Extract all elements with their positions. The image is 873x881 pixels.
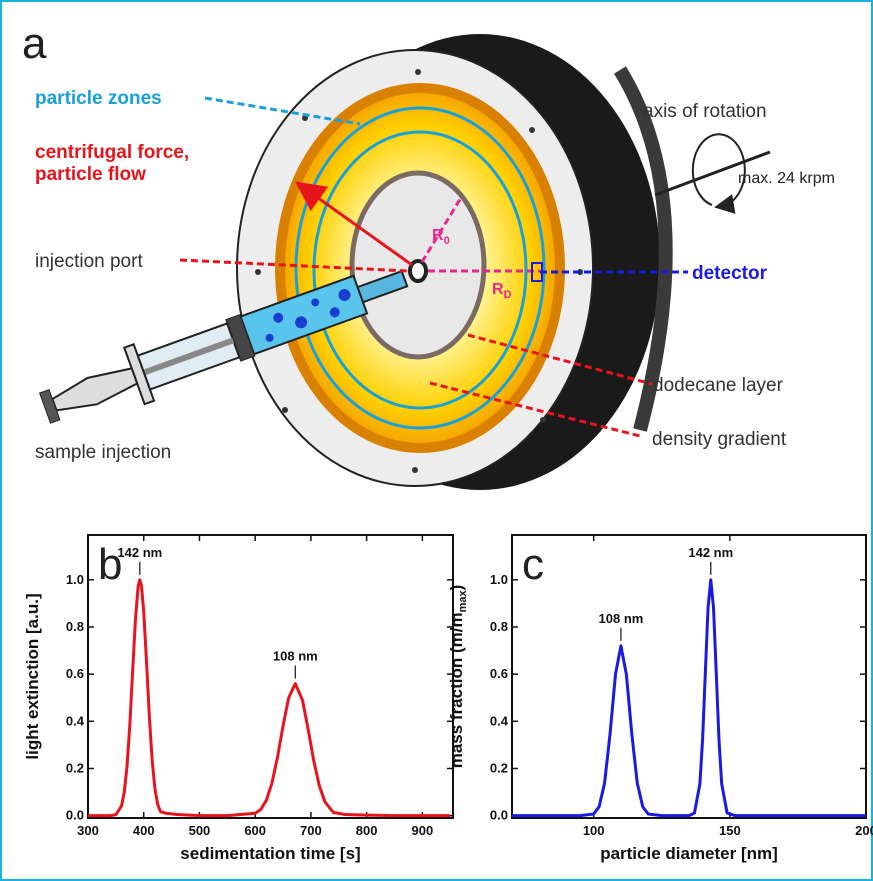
x-tick-label: 800 [356, 823, 378, 838]
x-tick-label: 600 [244, 823, 266, 838]
x-tick-label: 500 [189, 823, 211, 838]
y-tick-label: 0.2 [490, 760, 508, 775]
y-tick-label: 1.0 [490, 572, 508, 587]
label: centrifugal force, particle flow [35, 142, 189, 185]
label-text: density gradient [652, 429, 787, 450]
x-tick-label: 150 [719, 823, 741, 838]
panel-label: b [98, 540, 122, 589]
y-axis-label-part: mass fraction (m/m [447, 612, 466, 768]
label: RD [492, 281, 512, 301]
label-text: sample injection [35, 442, 171, 463]
label-text: R [432, 227, 444, 244]
y-tick-label: 0.4 [490, 713, 509, 728]
label: max. 24 krpm [738, 170, 835, 187]
y-tick-label: 0.8 [66, 619, 84, 634]
x-tick-label: 900 [411, 823, 433, 838]
y-tick-label: 0.0 [490, 808, 508, 823]
annotation-lines [179, 96, 771, 438]
x-tick-label: 700 [300, 823, 322, 838]
label-text: injection port [35, 251, 143, 272]
disc [236, 34, 673, 490]
panel-label: c [522, 540, 544, 589]
label: dodecane layer [653, 375, 784, 396]
label-text: particle flow [35, 164, 146, 185]
label: sample injection [35, 442, 171, 463]
label-text: centrifugal force, [35, 142, 189, 163]
panel-label: a [22, 19, 47, 68]
label-text: detector [692, 263, 768, 284]
y-tick-label: 0.8 [490, 619, 508, 634]
x-tick-label: 400 [133, 823, 155, 838]
x-tick-label: 300 [77, 823, 99, 838]
annotation: 142 nm [117, 545, 162, 560]
y-axis-label: mass fraction (m/mmax) [447, 585, 469, 769]
y-axis-label: light extinction [a.u.] [23, 593, 42, 759]
label: particle zones [35, 88, 162, 109]
data-line [512, 578, 866, 818]
label-text: 0 [444, 235, 450, 247]
data-line [88, 578, 451, 818]
annotation: 142 nm [688, 545, 733, 560]
y-axis-label-part: max [457, 590, 469, 613]
y-tick-label: 0.6 [490, 666, 508, 681]
x-tick-label: 200 [855, 823, 873, 838]
plot-frame [511, 534, 867, 819]
label: R0 [432, 227, 450, 247]
annotation: 108 nm [599, 611, 644, 626]
plot-frame [87, 534, 454, 819]
label-text: particle zones [35, 88, 162, 109]
label-text: dodecane layer [653, 375, 784, 396]
y-tick-label: 0.0 [66, 808, 84, 823]
y-tick-label: 0.4 [66, 713, 85, 728]
label: detector [692, 263, 768, 284]
syringe [38, 269, 409, 424]
y-tick-label: 1.0 [66, 572, 84, 587]
label: axis of rotation [643, 101, 767, 122]
x-tick-label: 100 [583, 823, 605, 838]
y-tick-label: 0.2 [66, 760, 84, 775]
label-text: R [492, 281, 504, 298]
annotation: 108 nm [273, 649, 318, 664]
y-tick-label: 0.6 [66, 666, 84, 681]
x-axis-label: particle diameter [nm] [600, 844, 778, 863]
y-axis-label-part: ) [447, 585, 466, 591]
label-text: D [504, 289, 512, 301]
label: injection port [35, 251, 143, 272]
label-text: axis of rotation [643, 101, 767, 122]
x-axis-label: sedimentation time [s] [180, 844, 360, 863]
label: density gradient [652, 429, 787, 450]
label-text: max. 24 krpm [738, 170, 835, 187]
